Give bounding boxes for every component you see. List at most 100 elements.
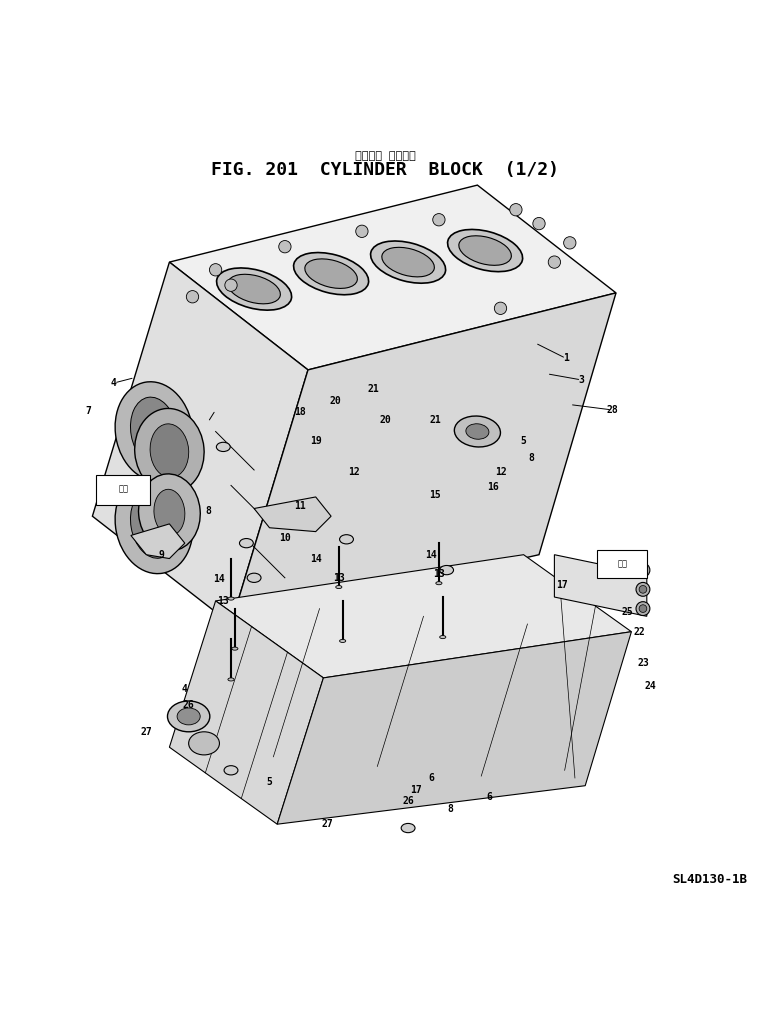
Polygon shape xyxy=(231,293,616,624)
Ellipse shape xyxy=(454,416,500,447)
Text: 9: 9 xyxy=(159,550,165,559)
Text: 19: 19 xyxy=(310,435,322,445)
Text: 5: 5 xyxy=(266,777,273,787)
Text: 6: 6 xyxy=(486,792,492,802)
Polygon shape xyxy=(169,185,616,370)
Text: 27: 27 xyxy=(140,727,152,736)
Polygon shape xyxy=(131,524,185,558)
Ellipse shape xyxy=(305,259,357,289)
Text: 25: 25 xyxy=(621,607,634,617)
Polygon shape xyxy=(216,554,631,678)
Text: 15: 15 xyxy=(429,489,441,499)
Ellipse shape xyxy=(154,489,185,535)
Ellipse shape xyxy=(382,247,434,277)
Ellipse shape xyxy=(340,535,353,544)
Ellipse shape xyxy=(636,583,650,596)
Text: 4: 4 xyxy=(182,684,188,695)
Ellipse shape xyxy=(239,539,253,548)
Text: 18: 18 xyxy=(294,407,306,417)
Text: 27: 27 xyxy=(321,820,333,829)
Text: 20: 20 xyxy=(329,396,341,406)
Ellipse shape xyxy=(401,824,415,833)
Ellipse shape xyxy=(293,252,369,295)
Text: 17: 17 xyxy=(556,581,568,591)
Circle shape xyxy=(433,214,445,226)
Ellipse shape xyxy=(115,474,193,574)
Ellipse shape xyxy=(228,678,234,681)
Ellipse shape xyxy=(639,566,647,574)
Text: 14: 14 xyxy=(213,575,226,585)
Text: 6: 6 xyxy=(428,773,434,783)
Text: 23: 23 xyxy=(637,658,649,667)
Ellipse shape xyxy=(177,708,200,725)
Text: 注両: 注両 xyxy=(119,485,128,493)
Circle shape xyxy=(494,302,507,314)
Text: 17: 17 xyxy=(410,784,422,794)
Polygon shape xyxy=(254,497,331,532)
Circle shape xyxy=(209,263,222,276)
Polygon shape xyxy=(554,554,647,616)
Text: 14: 14 xyxy=(425,550,437,559)
Ellipse shape xyxy=(447,230,523,272)
Text: 4: 4 xyxy=(111,378,117,388)
Text: 8: 8 xyxy=(447,803,454,814)
Text: 12: 12 xyxy=(494,467,507,477)
Ellipse shape xyxy=(436,582,442,585)
Circle shape xyxy=(186,291,199,303)
Text: 28: 28 xyxy=(606,405,618,415)
Polygon shape xyxy=(277,632,631,824)
Circle shape xyxy=(225,279,237,291)
Text: 1: 1 xyxy=(563,353,569,363)
Ellipse shape xyxy=(115,381,193,481)
Text: 12: 12 xyxy=(348,467,360,477)
Ellipse shape xyxy=(139,474,200,551)
Text: 21: 21 xyxy=(429,415,441,425)
Ellipse shape xyxy=(370,241,446,283)
Text: 11: 11 xyxy=(294,501,306,512)
Text: 5: 5 xyxy=(521,435,527,445)
Polygon shape xyxy=(92,262,308,624)
Ellipse shape xyxy=(232,647,238,650)
Ellipse shape xyxy=(440,565,454,575)
Ellipse shape xyxy=(639,605,647,612)
Ellipse shape xyxy=(336,586,342,589)
Circle shape xyxy=(510,203,522,216)
Text: 20: 20 xyxy=(379,415,391,425)
Ellipse shape xyxy=(440,636,446,639)
Ellipse shape xyxy=(228,275,280,304)
Text: SL4D130-1B: SL4D130-1B xyxy=(672,874,747,886)
Circle shape xyxy=(564,237,576,249)
Text: FIG. 201  CYLINDER  BLOCK  (1/2): FIG. 201 CYLINDER BLOCK (1/2) xyxy=(211,161,559,179)
Text: 22: 22 xyxy=(633,626,645,637)
Ellipse shape xyxy=(168,701,209,732)
FancyBboxPatch shape xyxy=(96,475,150,504)
Text: 10: 10 xyxy=(279,533,291,543)
Text: シリンダ ブロック: シリンダ ブロック xyxy=(355,151,415,161)
Text: 26: 26 xyxy=(182,700,195,710)
Ellipse shape xyxy=(189,732,219,755)
Text: 14: 14 xyxy=(310,553,322,563)
Ellipse shape xyxy=(466,424,489,439)
Text: 13: 13 xyxy=(433,569,445,579)
Text: 8: 8 xyxy=(528,454,534,464)
Circle shape xyxy=(356,225,368,237)
Text: 注両: 注両 xyxy=(618,559,627,569)
Text: 24: 24 xyxy=(644,680,657,691)
Ellipse shape xyxy=(636,563,650,577)
Circle shape xyxy=(548,256,561,268)
Ellipse shape xyxy=(247,574,261,583)
Text: 16: 16 xyxy=(487,482,499,492)
Ellipse shape xyxy=(130,398,178,466)
Text: 26: 26 xyxy=(402,796,414,806)
Ellipse shape xyxy=(216,267,292,310)
Circle shape xyxy=(279,241,291,253)
Ellipse shape xyxy=(459,236,511,265)
Text: 7: 7 xyxy=(85,407,92,417)
Text: 13: 13 xyxy=(333,573,345,583)
Text: 8: 8 xyxy=(205,505,211,516)
Ellipse shape xyxy=(130,489,178,558)
Ellipse shape xyxy=(150,424,189,478)
Circle shape xyxy=(533,218,545,230)
Ellipse shape xyxy=(135,409,204,493)
Polygon shape xyxy=(169,601,323,824)
